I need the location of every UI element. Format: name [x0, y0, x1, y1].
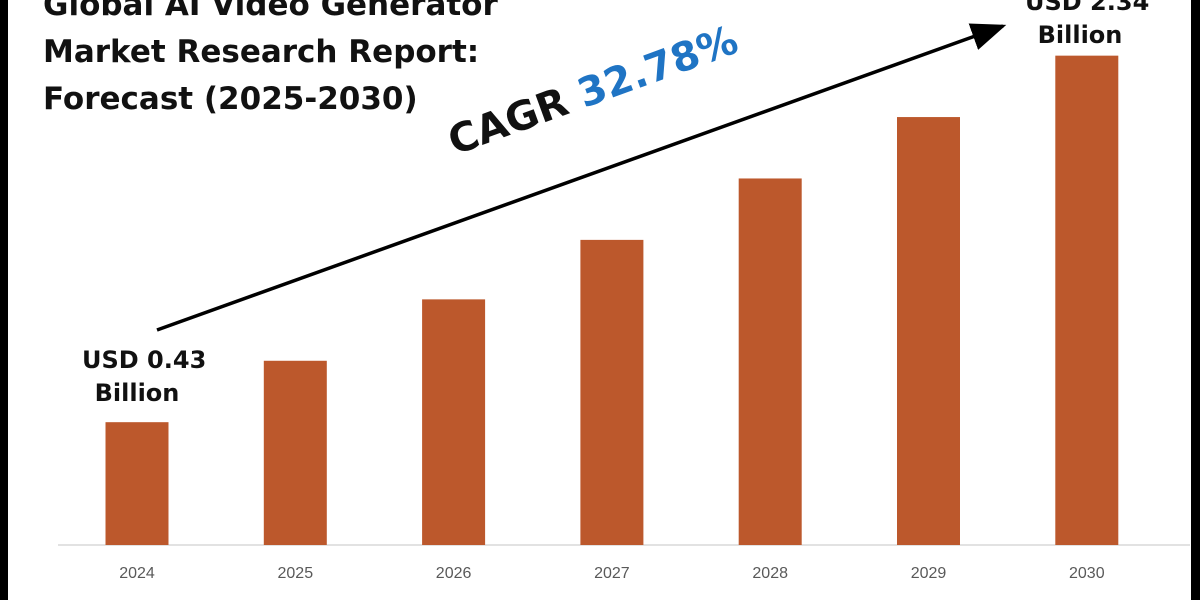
x-tick-label: 2028: [752, 565, 788, 582]
bar-2024: [105, 422, 169, 545]
title-line: Forecast (2025-2030): [43, 81, 418, 117]
bar-2025: [263, 360, 327, 545]
left-border: [0, 0, 8, 600]
title-line: Global AI Video Generator: [43, 0, 498, 23]
x-tick-label: 2029: [911, 565, 947, 582]
chart-title: Global AI Video Generator Market Researc…: [43, 0, 498, 123]
bar-2028: [738, 178, 802, 545]
x-tick-label: 2024: [119, 565, 155, 582]
start-value-annotation: USD 0.43 Billion: [82, 344, 207, 410]
bar-2026: [422, 299, 486, 545]
annotation-line: Billion: [1037, 21, 1123, 49]
title-line: Market Research Report:: [43, 34, 480, 70]
right-border: [1191, 0, 1200, 600]
x-tick-label: 2025: [278, 565, 314, 582]
x-tick-label: 2026: [436, 565, 472, 582]
end-value-annotation: USD 2.34 Billion: [1025, 0, 1150, 52]
bar-2029: [897, 117, 960, 545]
x-tick-label: 2027: [594, 565, 630, 582]
bar-2030: [1055, 55, 1119, 546]
trend-arrow: [156, 23, 1007, 332]
annotation-line: USD 2.34: [1025, 0, 1150, 16]
x-tick-label: 2030: [1069, 565, 1105, 582]
annotation-line: Billion: [94, 379, 180, 407]
bar-2027: [580, 239, 644, 545]
annotation-line: USD 0.43: [82, 346, 207, 374]
